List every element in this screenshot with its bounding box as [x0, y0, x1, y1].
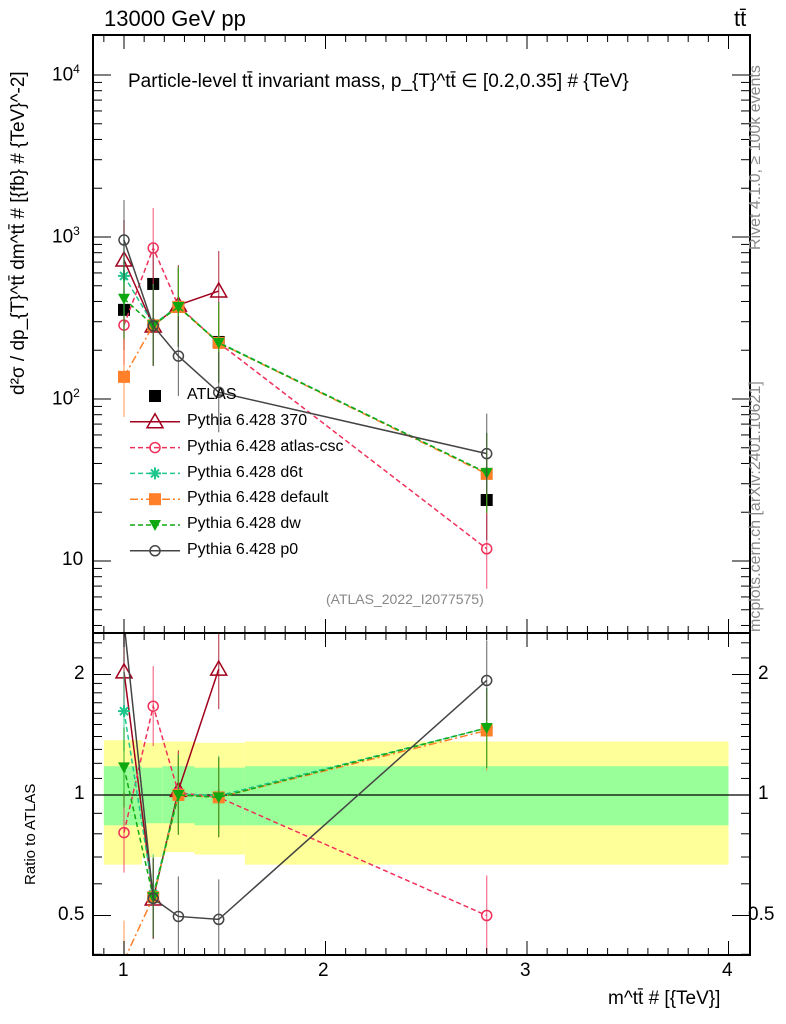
- data-point-pythia-6-428-atlas-csc: [480, 909, 493, 922]
- data-point-pythia-6-428-default: [118, 370, 130, 383]
- data-point-pythia-6-428-p0: [147, 320, 159, 332]
- ratio-band-inner: [244, 766, 729, 826]
- data-point-pythia-6-428-atlas-csc: [480, 543, 493, 555]
- chart-title: Particle-level tt̄ invariant mass, p_{T}…: [128, 71, 629, 92]
- main-plot-area: [114, 200, 493, 589]
- data-point-pythia-6-428-p0: [118, 234, 130, 246]
- data-point-pythia-6-428-dw: [212, 792, 225, 804]
- data-point-pythia-6-428-dw: [118, 293, 130, 305]
- header-process: tt̄: [734, 6, 747, 31]
- x-axis-label: m^tt̄ # [{TeV}]: [608, 988, 721, 1009]
- ratio-plot-frame: [92, 632, 751, 956]
- data-point-pythia-6-428-dw: [212, 337, 225, 349]
- legend-marker-atlas: [149, 390, 161, 402]
- x-tick-label: 1: [118, 960, 129, 981]
- data-point-pythia-6-428-atlas-csc: [118, 826, 130, 839]
- data-point-pythia-6-428-dw: [118, 762, 130, 774]
- data-point-pythia-6-428-atlas-csc: [147, 242, 159, 254]
- analysis-watermark: (ATLAS_2022_I2077575): [326, 591, 484, 607]
- ratio-tick-label: 2: [74, 663, 85, 684]
- y-axis-label: d²σ / dp_{T}^tt̄ dm^tt̄ # [{fb} # {TeV}^…: [8, 71, 29, 395]
- y-tick-label: 10: [62, 549, 84, 570]
- legend-label: ATLAS: [187, 386, 237, 403]
- legend-label: Pythia 6.428 default: [187, 489, 329, 506]
- data-point-pythia-6-428-370: [209, 659, 228, 676]
- ratio-band-inner: [103, 766, 143, 826]
- data-point-pythia-6-428-370: [209, 281, 228, 298]
- legend-label: Pythia 6.428 dw: [187, 515, 301, 532]
- data-point-pythia-6-428-p0: [212, 386, 225, 399]
- data-point-pythia-6-428-dw: [480, 722, 493, 734]
- legend-marker-pythia-6-428-d6t: [149, 467, 161, 480]
- data-point-pythia-6-428-p0: [172, 350, 185, 362]
- legend-label: Pythia 6.428 370: [187, 412, 308, 429]
- data-point-pythia-6-428-dw: [172, 790, 185, 801]
- data-point-pythia-6-428-p0: [172, 910, 185, 923]
- legend-marker-pythia-6-428-dw: [149, 520, 161, 531]
- ratio-plot-area: [93, 633, 750, 955]
- legend-marker-pythia-6-428-atlas-csc: [149, 441, 161, 454]
- rivet-label: Rivet 4.1.0, ≥ 100k events: [747, 65, 764, 250]
- legend-label: Pythia 6.428 p0: [187, 541, 299, 558]
- data-point-pythia-6-428-dw: [172, 301, 185, 313]
- ratio-tick-label-right: 2: [758, 663, 769, 684]
- legend-marker-pythia-6-428-default: [149, 493, 161, 506]
- series-line-pythia-6-428-dw: [123, 298, 488, 474]
- x-tick-label: 3: [520, 960, 531, 981]
- y-tick-label: 102: [52, 386, 80, 410]
- x-tick-label: 4: [722, 960, 733, 981]
- legend-label: Pythia 6.428 d6t: [187, 464, 303, 481]
- ratio-tick-label-right: 1: [758, 783, 769, 804]
- series-line-pythia-6-428-dw: [123, 727, 487, 898]
- data-point-pythia-6-428-p0: [212, 913, 225, 926]
- series-line-pythia-6-428-default: [125, 729, 487, 955]
- y-tick-label: 104: [52, 62, 80, 86]
- y-tick-label: 103: [52, 224, 80, 248]
- data-point-pythia-6-428-p0: [480, 674, 493, 687]
- legend-marker-pythia-6-428-p0: [149, 545, 161, 557]
- series-line-pythia-6-428-370: [123, 259, 219, 328]
- data-point-pythia-6-428-d6t: [118, 705, 130, 718]
- ratio-tick-label-right: 0.5: [748, 904, 775, 925]
- mcplots-label: mcplots.cern.ch [arXiv:2401.10621]: [747, 381, 764, 632]
- data-point-pythia-6-428-p0: [147, 892, 159, 905]
- header-energy: 13000 GeV pp: [104, 6, 246, 31]
- ratio-tick-label: 0.5: [58, 904, 85, 925]
- legend-label: Pythia 6.428 atlas-csc: [187, 438, 344, 455]
- ratio-y-axis-label: Ratio to ATLAS: [22, 783, 39, 885]
- legend-marker-pythia-6-428-370: [145, 412, 165, 429]
- x-tick-label: 2: [318, 960, 329, 981]
- ratio-tick-label: 1: [74, 783, 85, 804]
- data-point-pythia-6-428-atlas-csc: [147, 700, 159, 712]
- data-point-pythia-6-428-p0: [480, 447, 493, 460]
